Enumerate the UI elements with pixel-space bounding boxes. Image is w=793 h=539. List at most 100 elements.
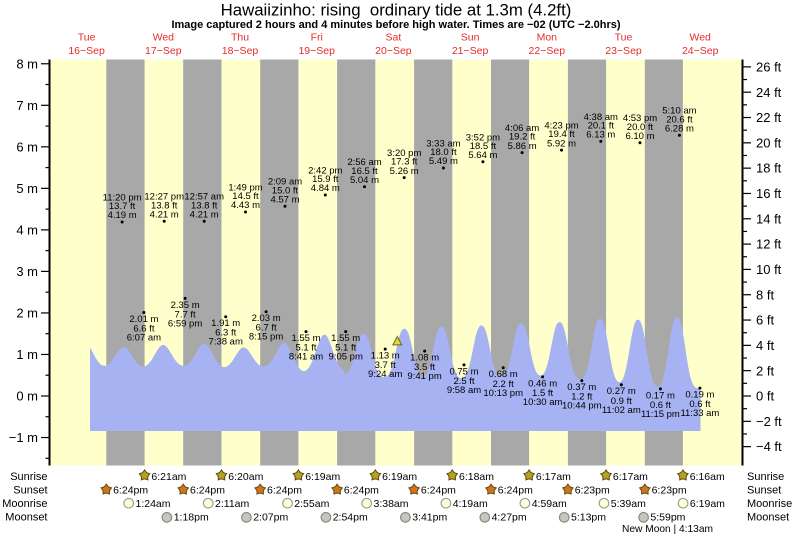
svg-text:6:23pm: 6:23pm bbox=[575, 485, 610, 497]
svg-text:23−Sep: 23−Sep bbox=[605, 45, 642, 57]
svg-text:2 m: 2 m bbox=[16, 306, 38, 321]
svg-text:Wed: Wed bbox=[153, 32, 175, 44]
svg-text:2:54pm: 2:54pm bbox=[333, 511, 368, 523]
svg-text:0.9 ft: 0.9 ft bbox=[611, 396, 632, 407]
svg-text:18.5 ft: 18.5 ft bbox=[470, 141, 497, 152]
svg-text:14.5 ft: 14.5 ft bbox=[232, 191, 259, 202]
svg-text:−4 ft: −4 ft bbox=[756, 439, 782, 454]
svg-text:6.3 ft: 6.3 ft bbox=[215, 328, 236, 339]
svg-text:18−Sep: 18−Sep bbox=[222, 45, 259, 57]
svg-text:Sunrise: Sunrise bbox=[747, 471, 784, 483]
svg-text:2.03 m: 2.03 m bbox=[252, 313, 281, 324]
svg-text:5:39am: 5:39am bbox=[611, 498, 646, 510]
svg-text:2:09 am: 2:09 am bbox=[268, 177, 302, 188]
svg-text:11:15 pm: 11:15 pm bbox=[641, 409, 680, 420]
svg-text:1:49 pm: 1:49 pm bbox=[228, 183, 262, 194]
svg-text:3 m: 3 m bbox=[16, 264, 38, 279]
svg-text:6:24pm: 6:24pm bbox=[421, 485, 456, 497]
svg-text:6:24pm: 6:24pm bbox=[344, 485, 379, 497]
svg-text:Moonrise: Moonrise bbox=[2, 498, 47, 510]
svg-text:5.1 ft: 5.1 ft bbox=[335, 343, 356, 354]
svg-text:1:18pm: 1:18pm bbox=[174, 511, 209, 523]
svg-text:5:13pm: 5:13pm bbox=[571, 511, 606, 523]
svg-text:6:24pm: 6:24pm bbox=[190, 485, 225, 497]
svg-text:7 m: 7 m bbox=[16, 98, 38, 113]
svg-text:4.21 m: 4.21 m bbox=[150, 209, 179, 220]
svg-text:24−Sep: 24−Sep bbox=[682, 45, 719, 57]
svg-text:0.75 m: 0.75 m bbox=[449, 366, 478, 377]
svg-text:0.6 ft: 0.6 ft bbox=[689, 399, 710, 410]
svg-text:−1 m: −1 m bbox=[9, 430, 38, 445]
svg-text:3:20 pm: 3:20 pm bbox=[387, 148, 421, 159]
svg-text:10:30 am: 10:30 am bbox=[523, 397, 563, 408]
svg-text:0 m: 0 m bbox=[16, 389, 38, 404]
svg-text:4:59am: 4:59am bbox=[532, 498, 567, 510]
svg-text:2:07pm: 2:07pm bbox=[253, 511, 288, 523]
svg-text:20 ft: 20 ft bbox=[756, 135, 782, 150]
svg-text:18.0 ft: 18.0 ft bbox=[430, 147, 457, 158]
svg-text:2.35 m: 2.35 m bbox=[171, 300, 200, 311]
svg-text:11:33 am: 11:33 am bbox=[680, 408, 719, 419]
svg-text:4:38 am: 4:38 am bbox=[584, 112, 618, 123]
svg-text:12:57 am: 12:57 am bbox=[184, 192, 224, 203]
svg-text:26 ft: 26 ft bbox=[756, 60, 782, 75]
svg-text:0.19 m: 0.19 m bbox=[685, 390, 714, 401]
svg-text:5.26 m: 5.26 m bbox=[390, 166, 419, 177]
svg-text:16 ft: 16 ft bbox=[756, 186, 782, 201]
svg-text:7:38 am: 7:38 am bbox=[209, 337, 243, 348]
svg-text:6 m: 6 m bbox=[16, 139, 38, 154]
svg-text:4.21 m: 4.21 m bbox=[190, 209, 219, 220]
svg-text:24 ft: 24 ft bbox=[756, 85, 782, 100]
svg-text:16−Sep: 16−Sep bbox=[68, 45, 105, 57]
svg-text:20.6 ft: 20.6 ft bbox=[666, 114, 693, 125]
svg-text:2:56 am: 2:56 am bbox=[347, 157, 381, 168]
svg-text:6:24pm: 6:24pm bbox=[267, 485, 302, 497]
svg-text:5:10 am: 5:10 am bbox=[662, 106, 696, 117]
svg-text:2:42 pm: 2:42 pm bbox=[308, 166, 342, 177]
svg-text:6:20am: 6:20am bbox=[228, 471, 263, 483]
svg-text:Tue: Tue bbox=[615, 32, 633, 44]
svg-text:3.5 ft: 3.5 ft bbox=[414, 362, 435, 373]
svg-text:22−Sep: 22−Sep bbox=[529, 45, 566, 57]
svg-text:Sunset: Sunset bbox=[747, 485, 781, 497]
svg-text:6:19am: 6:19am bbox=[690, 498, 725, 510]
svg-text:1:24am: 1:24am bbox=[136, 498, 171, 510]
svg-text:21−Sep: 21−Sep bbox=[452, 45, 489, 57]
svg-text:Moonset: Moonset bbox=[747, 511, 789, 523]
svg-text:5.86 m: 5.86 m bbox=[508, 141, 537, 152]
svg-text:6:19am: 6:19am bbox=[382, 471, 417, 483]
svg-text:Wed: Wed bbox=[689, 32, 711, 44]
svg-text:1.91 m: 1.91 m bbox=[211, 318, 240, 329]
svg-text:0.37 m: 0.37 m bbox=[567, 382, 596, 393]
svg-text:4:19am: 4:19am bbox=[453, 498, 488, 510]
svg-text:13.8 ft: 13.8 ft bbox=[151, 200, 178, 211]
svg-text:6.6 ft: 6.6 ft bbox=[133, 324, 154, 335]
svg-text:12:27 pm: 12:27 pm bbox=[144, 192, 184, 203]
svg-text:Fri: Fri bbox=[311, 32, 323, 44]
svg-text:6 ft: 6 ft bbox=[756, 313, 774, 328]
svg-text:3:41pm: 3:41pm bbox=[412, 511, 447, 523]
svg-text:9:58 am: 9:58 am bbox=[447, 385, 481, 396]
svg-text:14 ft: 14 ft bbox=[756, 211, 782, 226]
svg-text:1.08 m: 1.08 m bbox=[410, 353, 439, 364]
svg-text:0 ft: 0 ft bbox=[756, 389, 774, 404]
svg-text:10 ft: 10 ft bbox=[756, 262, 782, 277]
svg-text:22 ft: 22 ft bbox=[756, 110, 782, 125]
svg-text:20.0 ft: 20.0 ft bbox=[627, 122, 654, 133]
svg-text:18 ft: 18 ft bbox=[756, 161, 782, 176]
svg-text:1.55 m: 1.55 m bbox=[331, 333, 360, 344]
svg-text:1.2 ft: 1.2 ft bbox=[571, 392, 592, 403]
svg-text:16.5 ft: 16.5 ft bbox=[351, 166, 378, 177]
svg-text:−2 ft: −2 ft bbox=[756, 414, 782, 429]
svg-text:3:38am: 3:38am bbox=[374, 498, 409, 510]
svg-text:15.9 ft: 15.9 ft bbox=[312, 174, 339, 185]
svg-text:2.5 ft: 2.5 ft bbox=[453, 376, 474, 387]
svg-text:13.7 ft: 13.7 ft bbox=[109, 201, 136, 212]
svg-text:11:20 pm: 11:20 pm bbox=[103, 193, 142, 204]
svg-text:19.2 ft: 19.2 ft bbox=[509, 132, 536, 143]
svg-text:4.57 m: 4.57 m bbox=[270, 194, 299, 205]
svg-text:19−Sep: 19−Sep bbox=[298, 45, 335, 57]
svg-text:2.01 m: 2.01 m bbox=[129, 314, 158, 325]
svg-text:6:16am: 6:16am bbox=[690, 471, 725, 483]
svg-text:17.3 ft: 17.3 ft bbox=[391, 157, 418, 168]
